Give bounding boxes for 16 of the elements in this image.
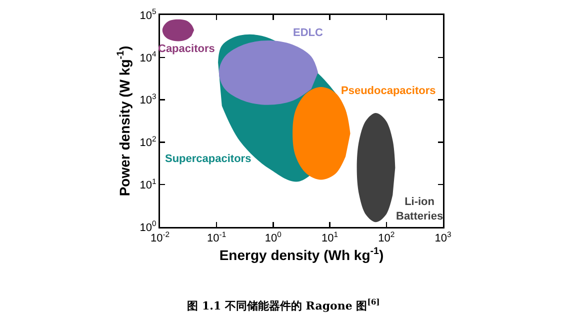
series-label: Pseudocapacitors: [341, 85, 436, 97]
y-tick-label: 10$^{3}$: [140, 92, 156, 107]
y-tick-label: 10$^{5}$: [140, 7, 156, 22]
x-axis-title: Energy density (Wh kg$^{-1}$): [219, 246, 384, 263]
y-tick-label: 10$^{1}$: [140, 176, 156, 192]
series-label: Li-ion Batteries: [396, 196, 444, 222]
series-label: EDLC: [293, 27, 323, 39]
x-tick-label: 10$^{0}$: [264, 230, 282, 245]
y-tick-label: 10$^{4}$: [140, 50, 158, 64]
x-tick-label: 10$^{-1}$: [207, 230, 226, 245]
x-tick-label: 10$^{2}$: [378, 230, 395, 245]
text: 图 1.1 不同储能器件的 Ragone 图$^{[6]}$: [187, 298, 380, 312]
x-tick-label: 10$^{1}$: [322, 230, 338, 245]
x-tick-label: 10$^{3}$: [434, 230, 452, 245]
series-label: Supercapacitors: [165, 153, 252, 165]
y-tick-label: 10$^{2}$: [140, 134, 156, 150]
